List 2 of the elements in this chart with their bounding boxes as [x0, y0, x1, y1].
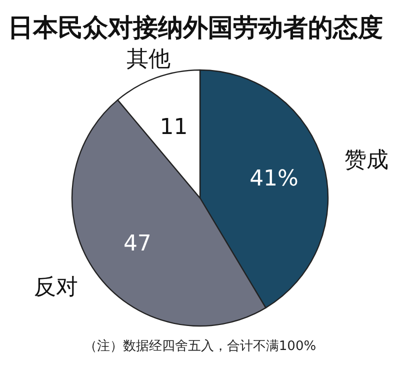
annotation: （注）数据经四舍五入，合计不满100% — [84, 339, 316, 354]
title: 日本民众对接纳外国劳动者的态度 — [8, 13, 383, 42]
